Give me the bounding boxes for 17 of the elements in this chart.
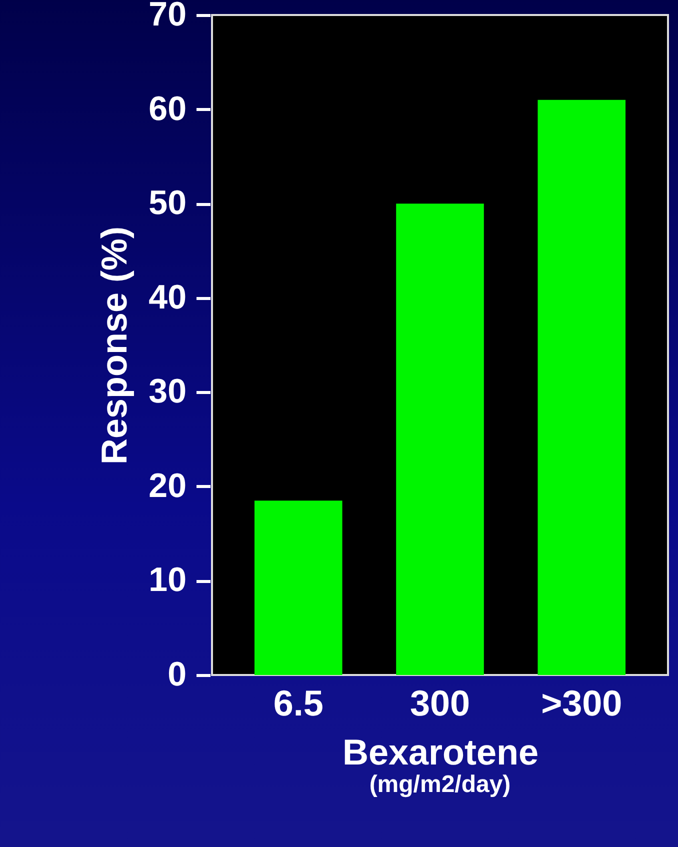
bar (396, 204, 484, 675)
y-tick-label: 30 (148, 372, 186, 411)
x-tick-label: 300 (410, 682, 470, 724)
y-axis-title: Response (%) (94, 226, 135, 465)
x-tick-label: >300 (541, 682, 622, 724)
text: (mg/m2/day) (369, 771, 511, 798)
y-tick-label: 60 (148, 90, 186, 128)
y-tick-label: 0 (168, 656, 186, 694)
bar (538, 100, 626, 675)
y-tick-label: 10 (148, 561, 186, 600)
y-tick-label: 40 (148, 278, 186, 316)
bar (254, 500, 342, 675)
x-axis-title: Bexarotene (342, 732, 539, 772)
y-tick-label: 70 (148, 0, 186, 34)
x-tick-label: 6.5 (273, 682, 324, 724)
y-tick-label: 20 (148, 466, 186, 505)
y-tick-label: 50 (148, 184, 186, 222)
